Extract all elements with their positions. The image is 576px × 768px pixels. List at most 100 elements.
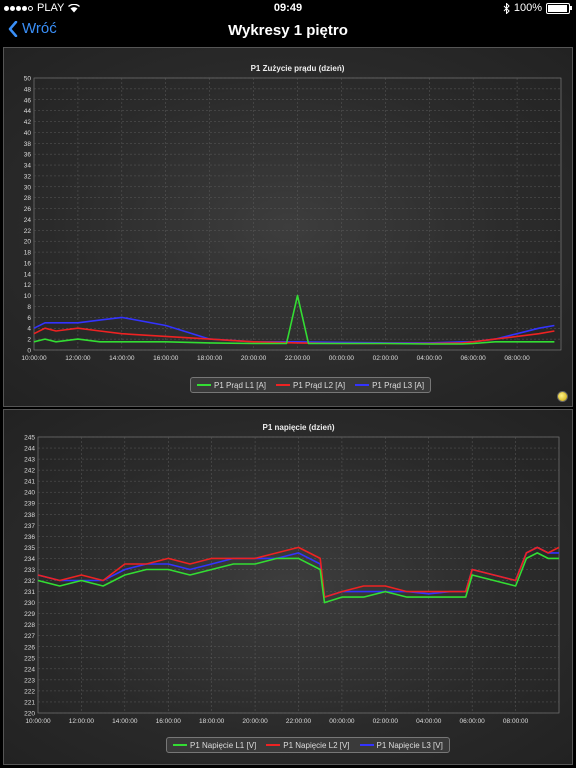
back-button-label: Wróć [22,20,57,37]
y-tick-label: 36 [24,152,32,159]
x-tick-label: 14:00:00 [109,355,135,362]
legend-item: P1 Prąd L1 [A] [197,381,266,390]
y-tick-label: 226 [24,644,35,651]
y-tick-label: 44 [24,108,32,115]
legend-swatch [197,384,211,386]
chevron-left-icon [8,20,18,37]
x-tick-label: 06:00:00 [461,355,487,362]
chart-options-button[interactable] [557,391,568,402]
legend-label: P1 Napięcie L1 [V] [190,740,257,750]
y-tick-label: 14 [24,271,32,278]
voltage-chart-legend: P1 Napięcie L1 [V] P1 Napięcie L2 [V] P1 N… [166,737,450,753]
legend-swatch [276,384,291,386]
y-tick-label: 26 [24,206,32,213]
legend-label: P1 Prąd L3 [A] [372,380,425,390]
legend-item: P1 Prąd L2 [A] [276,381,345,390]
y-tick-label: 224 [24,666,35,673]
x-tick-label: 16:00:00 [156,718,182,725]
bluetooth-icon [503,2,510,14]
status-time: 09:49 [273,2,303,14]
y-tick-label: 232 [24,578,35,585]
y-tick-label: 223 [24,677,35,684]
y-tick-label: 6 [27,315,31,322]
y-tick-label: 4 [27,326,31,333]
y-tick-label: 242 [24,468,35,475]
voltage-chart-panel: P1 napięcie (dzień) 220 221 222 223 224 225 226… [3,409,573,765]
y-tick-label: 236 [24,534,35,541]
y-tick-label: 235 [24,545,35,552]
y-tick-label: 18 [24,250,32,257]
x-tick-label: 20:00:00 [241,355,267,362]
battery-icon [546,2,572,14]
y-tick-label: 228 [24,622,35,629]
y-tick-label: 227 [24,633,35,640]
y-tick-label: 10 [24,293,32,300]
current-chart-legend: P1 Prąd L1 [A] P1 Prąd L2 [A] P1 Prąd L3 [… [190,377,432,393]
x-tick-label: 12:00:00 [69,718,95,725]
x-tick-label: 00:00:00 [329,718,355,725]
x-tick-label: 02:00:00 [373,355,399,362]
back-button[interactable]: Wróć [8,20,57,37]
y-tick-label: 16 [24,260,32,267]
x-tick-label: 08:00:00 [503,718,529,725]
current-chart-panel: P1 Zużycie prądu (dzień) 0 2 4 6 8 10 12 14 16 18 2… [3,47,573,407]
y-tick-label: 20 [24,239,32,246]
legend-item: P1 Napięcie L2 [V] [266,740,350,750]
y-tick-label: 48 [24,86,32,93]
y-tick-label: 0 [27,348,31,355]
x-tick-label: 04:00:00 [417,355,443,362]
navigation-bar: Wróć Wykresy 1 piętro [0,16,576,46]
y-tick-label: 46 [24,97,32,104]
y-tick-label: 243 [24,457,35,464]
x-tick-label: 06:00:00 [460,718,486,725]
current-chart: P1 Zużycie prądu (dzień)0246810121416182… [21,64,562,362]
legend-label: P1 Prąd L1 [A] [214,380,267,390]
y-tick-label: 2 [27,337,31,344]
y-tick-label: 34 [24,163,32,170]
x-tick-label: 12:00:00 [65,355,91,362]
page-title: Wykresy 1 piętro [228,22,348,39]
y-tick-label: 241 [24,479,35,486]
legend-item: P1 Napięcie L1 [V] [173,741,256,750]
status-bar: PLAY 09:49 100% [0,0,576,16]
wifi-icon [68,3,81,12]
x-tick-label: 08:00:00 [504,355,530,362]
x-tick-label: 16:00:00 [153,355,179,362]
y-tick-label: 239 [24,501,35,508]
y-tick-label: 22 [24,228,32,235]
y-tick-label: 38 [24,141,32,148]
y-tick-label: 229 [24,611,35,618]
y-tick-label: 24 [24,217,32,224]
series-line-2 [33,327,555,345]
y-tick-label: 225 [24,655,35,662]
x-tick-label: 18:00:00 [197,355,223,362]
legend-item: P1 Prąd L3 [A] [355,381,424,390]
y-tick-label: 221 [24,699,35,706]
y-tick-label: 220 [24,711,35,718]
x-tick-label: 18:00:00 [199,718,225,725]
y-tick-label: 238 [24,512,35,519]
voltage-chart: P1 napięcie (dzień) 220 221 222 223 224 225 226… [24,423,560,725]
y-tick-label: 28 [24,195,32,202]
series-line-1 [37,552,559,604]
y-tick-label: 237 [24,523,35,530]
x-tick-label: 00:00:00 [329,355,355,362]
x-tick-label: 20:00:00 [242,718,268,725]
y-tick-label: 233 [24,567,35,574]
legend-swatch [355,384,370,386]
legend-item: P1 Napięcie L3 [V] [359,740,443,750]
x-tick-label: 10:00:00 [25,718,51,725]
legend-label: P1 Prąd L2 [A] [293,380,346,390]
status-left: PLAY [4,2,81,14]
legend-swatch [173,744,187,746]
legend-swatch [359,744,374,746]
legend-label: P1 Napięcie L2 [V] [283,740,350,750]
x-tick-label: 10:00:00 [21,355,47,362]
x-tick-label: 02:00:00 [373,718,399,725]
y-tick-label: 222 [24,688,35,695]
status-right: 100% [503,2,572,14]
y-tick-label: 8 [27,304,31,311]
legend-label: P1 Napięcie L3 [V] [376,740,443,750]
series-line-1 [33,294,555,345]
y-tick-label: 230 [24,600,35,607]
